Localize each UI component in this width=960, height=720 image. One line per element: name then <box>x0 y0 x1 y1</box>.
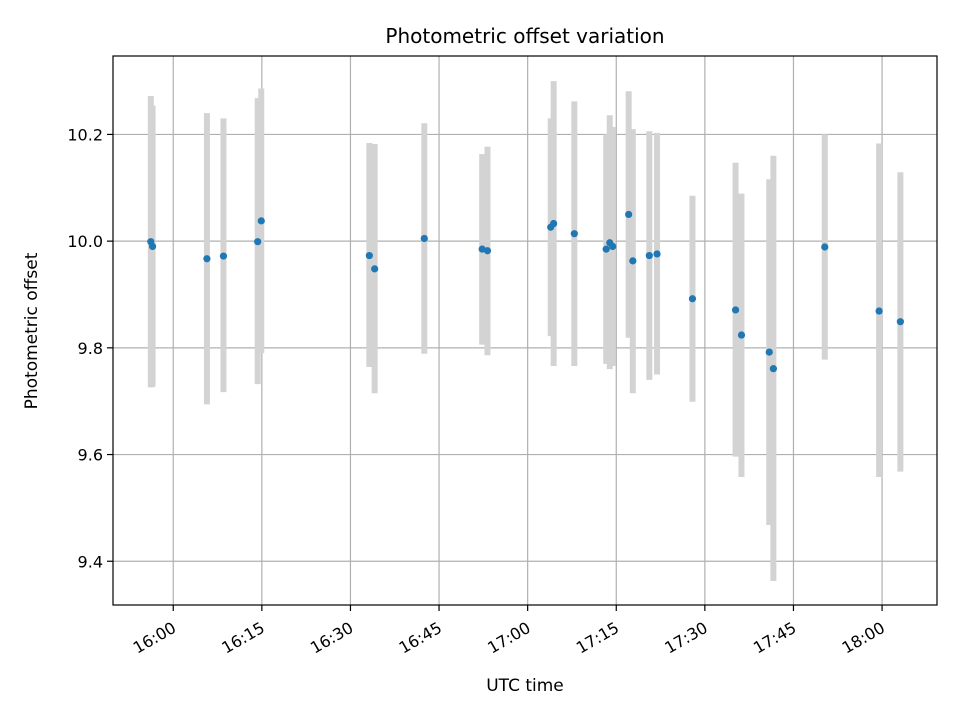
data-point <box>602 245 610 253</box>
y-tick-label: 9.8 <box>78 339 103 358</box>
y-tick-label: 9.4 <box>78 552 103 571</box>
data-point <box>371 265 379 273</box>
data-point <box>254 238 262 246</box>
y-tick-label: 10.2 <box>67 125 103 144</box>
data-points <box>147 210 904 373</box>
data-point <box>365 251 373 260</box>
grid <box>113 56 937 605</box>
data-point <box>765 348 773 356</box>
plot-frame <box>112 55 938 606</box>
data-point <box>219 252 228 260</box>
data-point <box>148 242 157 251</box>
data-point <box>875 307 883 315</box>
data-point <box>570 230 578 238</box>
data-point <box>609 242 617 251</box>
data-point <box>257 217 265 225</box>
y-tick-label: 9.6 <box>78 446 103 465</box>
data-point <box>645 251 653 260</box>
data-point <box>731 306 740 314</box>
data-point <box>420 234 428 243</box>
data-point <box>769 365 777 373</box>
data-point <box>737 331 746 339</box>
data-point <box>688 295 697 303</box>
x-axis-label: UTC time <box>486 676 564 696</box>
y-axis-label: Photometric offset <box>22 252 42 409</box>
data-point <box>821 243 829 251</box>
data-point <box>550 219 558 228</box>
chart-title: Photometric offset variation <box>385 24 664 48</box>
data-point <box>629 257 637 265</box>
y-tick-label: 10.0 <box>67 232 103 251</box>
data-point <box>653 250 661 258</box>
data-point <box>483 247 492 255</box>
data-point <box>896 318 904 326</box>
data-point <box>203 255 211 263</box>
data-point <box>625 210 633 219</box>
